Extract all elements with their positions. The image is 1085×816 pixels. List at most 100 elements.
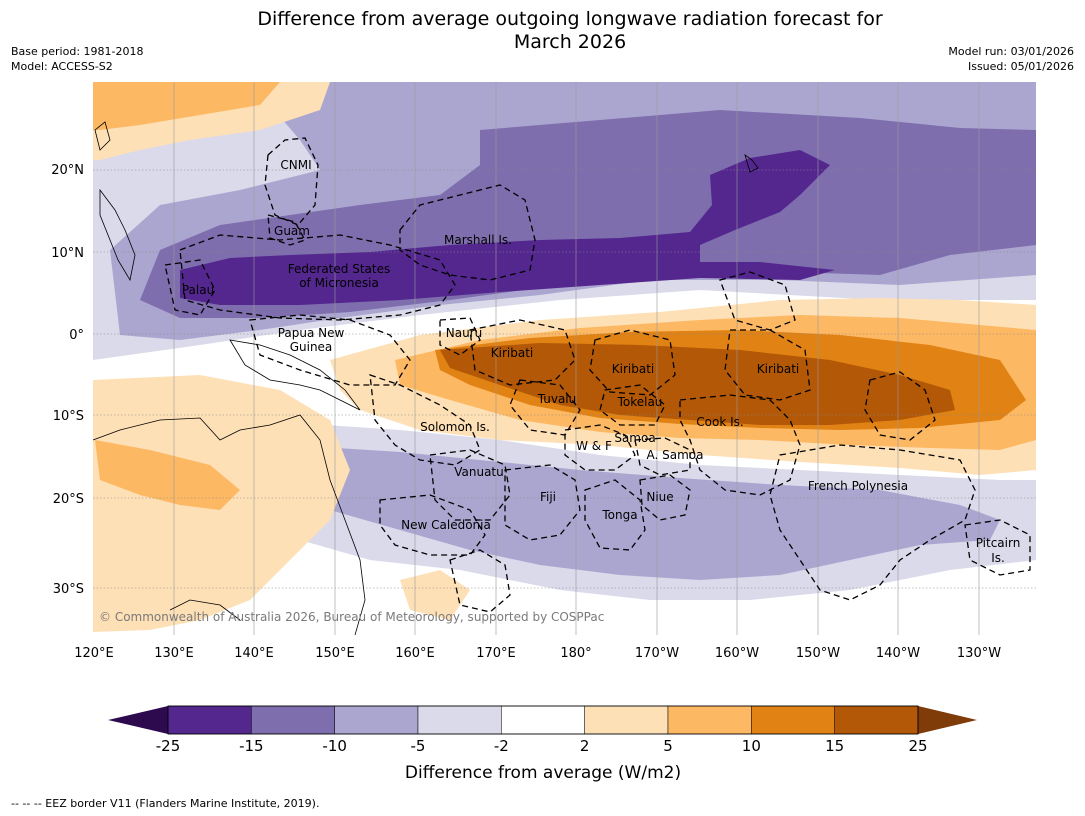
colorbar-segment	[251, 705, 335, 735]
label-cook: Cook Is.	[696, 415, 743, 429]
colorbar-tick-label: -25	[156, 737, 181, 755]
meridians	[173, 82, 980, 635]
band-neg-25-north	[180, 150, 835, 305]
eez-kiribati-w	[469, 319, 576, 386]
label-french-polynesia: French Polynesia	[808, 479, 908, 493]
coast-png	[229, 339, 361, 411]
coast-australia	[92, 414, 366, 636]
label-tokelau: Tokelau	[617, 395, 663, 409]
patch-pos-west-2	[95, 440, 240, 510]
colorbar-tick-label: 2	[580, 737, 590, 755]
label-pitcairn-2: Is.	[991, 551, 1005, 565]
band-pos-15	[440, 343, 955, 425]
coast-japan	[94, 121, 111, 151]
base-period: Base period: 1981-2018	[11, 45, 144, 58]
patch-pos-south	[400, 570, 470, 620]
colorbar-tick-label: -5	[411, 737, 426, 755]
model-run: Model run: 03/01/2026	[948, 45, 1074, 58]
lon-tick: 170°W	[635, 646, 679, 661]
eez-wf-samoa	[564, 424, 636, 471]
label-niue: Niue	[646, 490, 673, 504]
colorbar-frame	[167, 705, 919, 735]
label-palau: Palau	[182, 283, 214, 297]
issued-date: Issued: 05/01/2026	[967, 60, 1074, 73]
band-neg-10-south	[290, 445, 1000, 580]
eez-cook	[679, 394, 801, 496]
label-nauru: Nauru	[446, 326, 482, 340]
lat-tick: 10°S	[53, 409, 84, 424]
label-kiribati-e: Kiribati	[757, 362, 799, 376]
label-solomon: Solomon Is.	[420, 420, 490, 434]
eez-png	[249, 314, 411, 386]
lat-labels: 20°N 10°N 0° 10°S 20°S 30°S	[51, 163, 84, 597]
lon-tick: 180°	[560, 646, 591, 661]
colorbar-segment	[167, 705, 252, 735]
lon-tick: 130°W	[957, 646, 1001, 661]
label-marshall: Marshall Is.	[444, 233, 512, 247]
colorbar-tick-label: 25	[908, 737, 927, 755]
eez-kiribati-line	[719, 271, 796, 331]
label-png-2: Guinea	[290, 340, 333, 354]
lon-tick: 130°E	[154, 646, 194, 661]
label-vanuatu: Vanuatu	[454, 465, 504, 479]
lon-labels: 120°E 130°E 140°E 150°E 160°E 170°E 180°…	[74, 646, 1001, 661]
label-tuvalu: Tuvalu	[537, 392, 577, 406]
colorbar-high-extend	[918, 706, 977, 734]
eez-fsm	[179, 234, 456, 321]
lon-tick: 150°E	[315, 646, 355, 661]
label-guam: Guam	[274, 224, 310, 238]
coast-philippines	[99, 188, 136, 282]
label-fiji: Fiji	[540, 490, 556, 504]
lat-tick: 30°S	[53, 582, 84, 597]
meta-right: Model run: 03/01/2026 Issued: 05/01/2026	[948, 44, 1074, 74]
lon-tick: 140°E	[234, 646, 274, 661]
lon-tick: 150°W	[796, 646, 840, 661]
eez-footnote: -- -- -- EEZ border V11 (Flanders Marine…	[11, 797, 320, 810]
coastlines	[92, 121, 759, 636]
label-fsm-1: Federated States	[288, 262, 390, 276]
colorbar-segment	[584, 705, 669, 735]
colorbar-segment	[334, 705, 419, 735]
eez-palau	[164, 259, 216, 316]
colorbar-tick-label: 5	[663, 737, 673, 755]
eez-marshall	[399, 184, 536, 281]
meta-left: Base period: 1981-2018 Model: ACCESS-S2	[11, 44, 143, 74]
label-wf: W & F	[576, 439, 612, 453]
eez-asamoa	[634, 437, 691, 476]
label-png-1: Papua New	[278, 326, 345, 340]
colorbar-tick-label: 15	[825, 737, 844, 755]
colorbar-tick-label: 10	[742, 737, 761, 755]
label-asamoa: A. Samoa	[647, 448, 704, 462]
eez-french-polynesia	[769, 444, 976, 601]
lon-tick: 160°W	[715, 646, 759, 661]
eez-tonga	[584, 479, 646, 551]
map-title: Difference from average outgoing longwav…	[0, 8, 1085, 54]
copyright: © Commonwealth of Australia 2026, Bureau…	[99, 610, 604, 624]
lat-tick: 20°N	[51, 163, 84, 178]
colorbar-segment	[501, 705, 585, 735]
colorbar-tick-label: -2	[494, 737, 509, 755]
colorbar-segment	[751, 705, 835, 735]
colorbar-low-extend	[108, 706, 168, 734]
eez-vanuatu	[429, 449, 511, 521]
colorbar: -25 -15 -10 -5 -2 2 5 10 15 25 Difference from av…	[108, 705, 977, 783]
colorbar-segment	[667, 705, 752, 735]
lon-tick: 140°W	[876, 646, 920, 661]
anomaly-field	[93, 82, 1036, 635]
label-kiribati-c: Kiribati	[612, 362, 654, 376]
eez-kermadec	[449, 549, 511, 613]
patch-pos-north-2	[93, 82, 280, 130]
lon-tick: 170°E	[476, 646, 516, 661]
lon-tick: 160°E	[395, 646, 435, 661]
lat-tick: 0°	[69, 328, 84, 343]
eez-pitcairn	[964, 519, 1031, 576]
lat-tick: 10°N	[51, 246, 84, 261]
colorbar-tick-label: -10	[322, 737, 347, 755]
coast-hawaii	[744, 154, 759, 173]
model-name: Model: ACCESS-S2	[11, 60, 113, 73]
eez-cnmi	[264, 137, 319, 226]
label-pitcairn-1: Pitcairn	[976, 536, 1021, 550]
eez-niue	[639, 474, 691, 521]
label-samoa: Samoa	[614, 431, 655, 445]
